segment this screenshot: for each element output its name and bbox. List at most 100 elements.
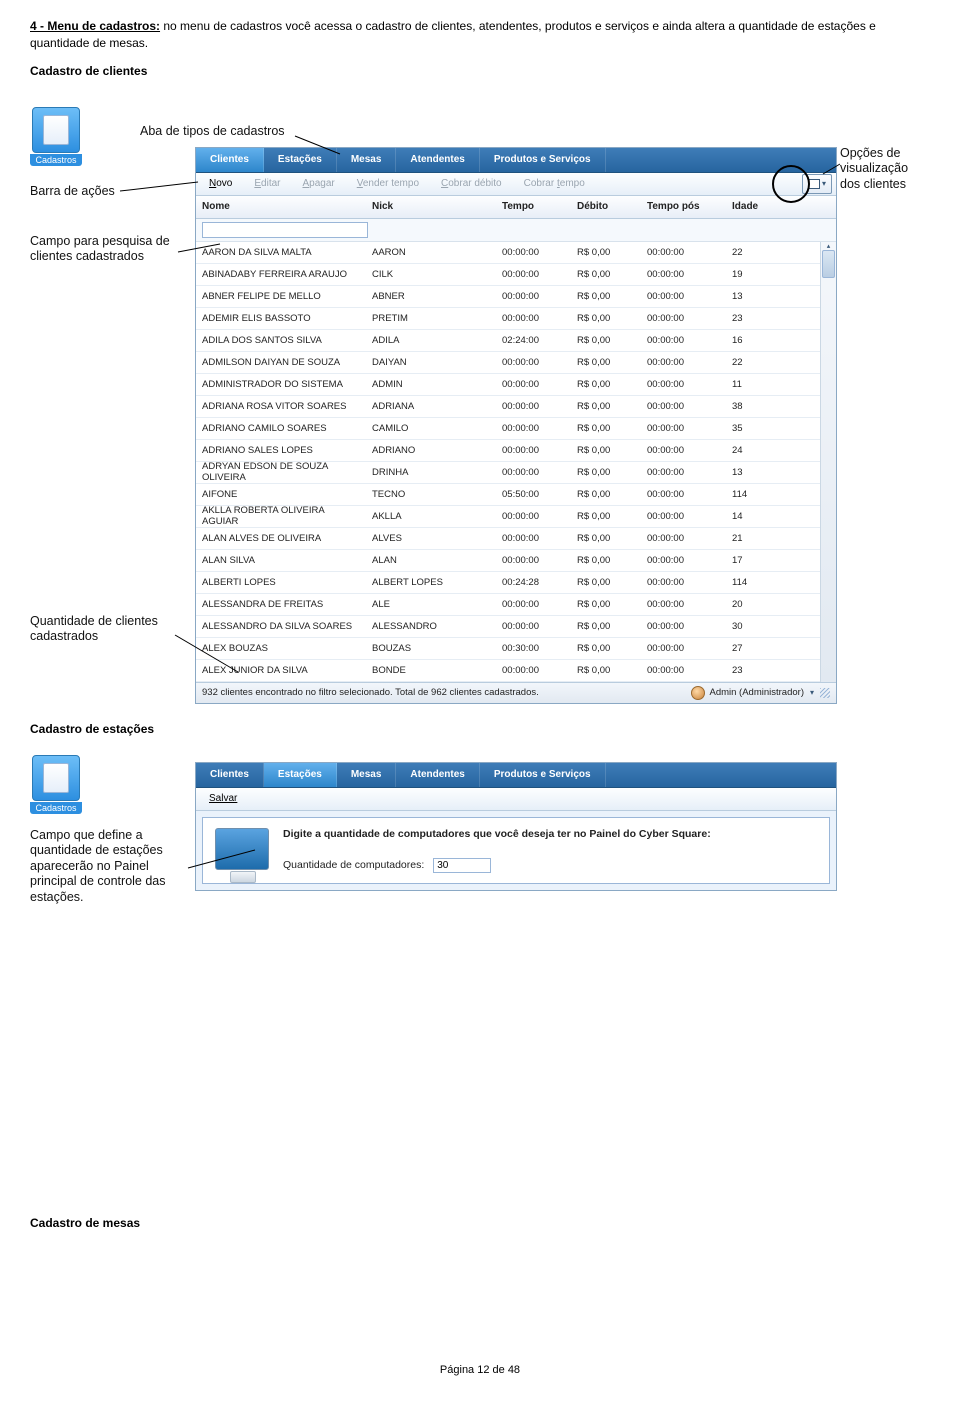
cell: 00:00:00 <box>641 313 726 324</box>
cell: AKLLA <box>366 511 496 522</box>
table-row[interactable]: ALAN ALVES DE OLIVEIRAALVES00:00:00R$ 0,… <box>196 528 820 550</box>
cell: ALAN SILVA <box>196 555 366 566</box>
qty-label: Quantidade de computadores: <box>283 859 424 871</box>
tab-mesas[interactable]: Mesas <box>337 763 397 787</box>
table-row[interactable]: ALEX JUNIOR DA SILVABONDE00:00:00R$ 0,00… <box>196 660 820 682</box>
vender-tempo-button: Vender tempo <box>348 175 428 192</box>
scrollbar[interactable]: ▴ <box>820 242 836 682</box>
status-text: 932 clientes encontrado no filtro seleci… <box>202 687 539 698</box>
cell: 00:00:00 <box>496 313 571 324</box>
table-body: AARON DA SILVA MALTAAARON00:00:00R$ 0,00… <box>196 242 820 682</box>
cell: R$ 0,00 <box>571 423 641 434</box>
cell: ALAN <box>366 555 496 566</box>
col-debito[interactable]: Débito <box>571 201 641 212</box>
tab-esta-es[interactable]: Estações <box>264 148 337 172</box>
table-row[interactable]: ADRIANO CAMILO SOARESCAMILO00:00:00R$ 0,… <box>196 418 820 440</box>
search-input[interactable] <box>202 222 368 238</box>
cell: ALBERTI LOPES <box>196 577 366 588</box>
tab-produtos-e-servi-os[interactable]: Produtos e Serviços <box>480 763 606 787</box>
cell: CILK <box>366 269 496 280</box>
col-tempo[interactable]: Tempo <box>496 201 571 212</box>
table-row[interactable]: ADMILSON DAIYAN DE SOUZADAIYAN00:00:00R$… <box>196 352 820 374</box>
annot-opcoes-l3: dos clientes <box>840 177 906 191</box>
cell: 11 <box>726 379 781 390</box>
table-row[interactable]: ALEX BOUZASBOUZAS00:30:00R$ 0,0000:00:00… <box>196 638 820 660</box>
tab-clientes[interactable]: Clientes <box>196 763 264 787</box>
cell: R$ 0,00 <box>571 665 641 676</box>
table-row[interactable]: ALAN SILVAALAN00:00:00R$ 0,0000:00:0017 <box>196 550 820 572</box>
table-row[interactable]: AIFONETECNO05:50:00R$ 0,0000:00:00114 <box>196 484 820 506</box>
toolbar-estacoes: Salvar <box>196 788 836 811</box>
annot-est-l3: aparecerão no Painel <box>30 859 149 873</box>
table-row[interactable]: ADILA DOS SANTOS SILVAADILA02:24:00R$ 0,… <box>196 330 820 352</box>
intro-paragraph: 4 - Menu de cadastros: no menu de cadast… <box>30 18 930 52</box>
cell: DRINHA <box>366 467 496 478</box>
col-idade[interactable]: Idade <box>726 201 781 212</box>
table-row[interactable]: ABINADABY FERREIRA ARAUJOCILK00:00:00R$ … <box>196 264 820 286</box>
annot-search-l2: clientes cadastrados <box>30 249 144 263</box>
table-row[interactable]: ADRYAN EDSON DE SOUZA OLIVEIRADRINHA00:0… <box>196 462 820 484</box>
table-row[interactable]: ADRIANA ROSA VITOR SOARESADRIANA00:00:00… <box>196 396 820 418</box>
cell: 00:00:00 <box>641 511 726 522</box>
table-row[interactable]: ADRIANO SALES LOPESADRIANO00:00:00R$ 0,0… <box>196 440 820 462</box>
cell: 00:00:00 <box>641 423 726 434</box>
status-user[interactable]: Admin (Administrador) <box>709 687 804 698</box>
page-footer: Página 12 de 48 <box>30 1364 930 1376</box>
cell: 19 <box>726 269 781 280</box>
annot-est-l1: Campo que define a <box>30 828 143 842</box>
annot-est: Campo que define a quantidade de estaçõe… <box>30 828 190 906</box>
annot-est-l5: estações. <box>30 890 84 904</box>
cell: R$ 0,00 <box>571 533 641 544</box>
tabbar-2: ClientesEstaçõesMesasAtendentesProdutos … <box>196 763 836 788</box>
cell: 22 <box>726 357 781 368</box>
highlight-circle <box>772 165 810 203</box>
novo-button[interactable]: Novo <box>200 175 241 192</box>
cell: R$ 0,00 <box>571 335 641 346</box>
col-nome[interactable]: Nome <box>196 201 366 212</box>
tab-esta-es[interactable]: Estações <box>264 763 337 787</box>
section3-title: Cadastro de mesas <box>30 1216 930 1230</box>
search-row <box>196 219 836 242</box>
table-row[interactable]: ADMINISTRADOR DO SISTEMAADMIN00:00:00R$ … <box>196 374 820 396</box>
cell: 38 <box>726 401 781 412</box>
cell: ALEX JUNIOR DA SILVA <box>196 665 366 676</box>
annot-qtd: Quantidade de clientes cadastrados <box>30 614 180 645</box>
cell: ADRIANA <box>366 401 496 412</box>
tab-atendentes[interactable]: Atendentes <box>396 148 479 172</box>
table-row[interactable]: ALBERTI LOPESALBERT LOPES00:24:28R$ 0,00… <box>196 572 820 594</box>
status-bar: 932 clientes encontrado no filtro seleci… <box>196 682 836 703</box>
table-row[interactable]: ALESSANDRA DE FREITASALE00:00:00R$ 0,000… <box>196 594 820 616</box>
table-row[interactable]: ALESSANDRO DA SILVA SOARESALESSANDRO00:0… <box>196 616 820 638</box>
tab-produtos-e-servi-os[interactable]: Produtos e Serviços <box>480 148 606 172</box>
cell: 13 <box>726 291 781 302</box>
table-row[interactable]: AKLLA ROBERTA OLIVEIRA AGUIARAKLLA00:00:… <box>196 506 820 528</box>
table-row[interactable]: ADEMIR ELIS BASSOTOPRETIM00:00:00R$ 0,00… <box>196 308 820 330</box>
cell: R$ 0,00 <box>571 379 641 390</box>
tab-mesas[interactable]: Mesas <box>337 148 397 172</box>
cell: 00:00:00 <box>496 247 571 258</box>
cell: ADRIANO SALES LOPES <box>196 445 366 456</box>
cell: 00:00:00 <box>496 467 571 478</box>
cell: ALESSANDRO DA SILVA SOARES <box>196 621 366 632</box>
annot-qtd-l2: cadastrados <box>30 629 98 643</box>
cell: ABNER FELIPE DE MELLO <box>196 291 366 302</box>
cell: ABINADABY FERREIRA ARAUJO <box>196 269 366 280</box>
cell: 14 <box>726 511 781 522</box>
cell: 24 <box>726 445 781 456</box>
col-nick[interactable]: Nick <box>366 201 496 212</box>
qty-input[interactable] <box>433 858 491 873</box>
notebook-icon <box>32 755 80 801</box>
cell: R$ 0,00 <box>571 577 641 588</box>
table-row[interactable]: ABNER FELIPE DE MELLOABNER00:00:00R$ 0,0… <box>196 286 820 308</box>
tab-clientes[interactable]: Clientes <box>196 148 264 172</box>
cell: 00:00:00 <box>641 533 726 544</box>
chevron-down-icon[interactable]: ▾ <box>810 688 814 697</box>
salvar-button[interactable]: Salvar <box>200 790 246 807</box>
cobrar-tempo-button: Cobrar tempo <box>515 175 594 192</box>
cell: R$ 0,00 <box>571 621 641 632</box>
cell: ADILA <box>366 335 496 346</box>
col-tempopos[interactable]: Tempo pós <box>641 201 726 212</box>
editar-button: Editar <box>245 175 289 192</box>
tab-atendentes[interactable]: Atendentes <box>396 763 479 787</box>
table-row[interactable]: AARON DA SILVA MALTAAARON00:00:00R$ 0,00… <box>196 242 820 264</box>
